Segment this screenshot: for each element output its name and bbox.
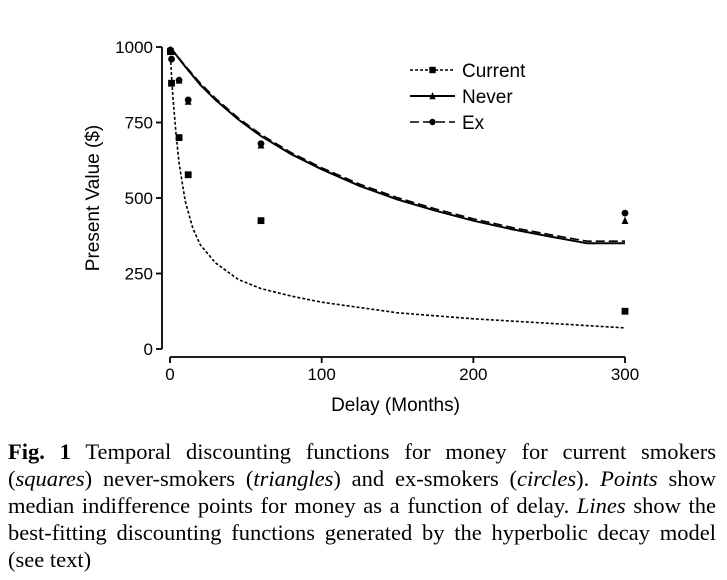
data-point-ex bbox=[257, 140, 265, 148]
data-point-current bbox=[168, 79, 175, 87]
fit-line-never bbox=[169, 46, 625, 245]
y-tick-label: 0 bbox=[144, 340, 153, 359]
axes: 0 250 500 750 1000 0 100 200 300 Delay (Months) Pr… bbox=[83, 38, 639, 416]
caption-triangles: triangles bbox=[253, 466, 334, 491]
legend-marker-ex bbox=[429, 118, 436, 126]
figure-caption: Fig. 1 Temporal discounting functions fo… bbox=[8, 438, 716, 573]
series-ex bbox=[166, 46, 629, 242]
chart: 0 250 500 750 1000 0 100 200 300 Delay (Months) Pr… bbox=[83, 38, 639, 416]
x-axis-label: Delay (Months) bbox=[331, 395, 460, 416]
data-point-current bbox=[175, 134, 183, 141]
y-tick-label: 750 bbox=[125, 114, 153, 133]
y-axis-label: Present Value ($) bbox=[83, 125, 104, 271]
data-point-never bbox=[621, 216, 629, 225]
data-point-ex bbox=[168, 55, 175, 63]
legend-label-ex: Ex bbox=[462, 113, 485, 134]
series-current bbox=[166, 46, 629, 329]
legend-label-never: Never bbox=[462, 87, 513, 108]
series-never bbox=[166, 45, 629, 245]
x-tick-label: 200 bbox=[459, 365, 487, 384]
caption-text: ) never-smokers ( bbox=[84, 466, 254, 491]
x-tick-label: 300 bbox=[611, 365, 639, 384]
caption-text: Temporal discounting functions for money… bbox=[8, 439, 716, 491]
caption-points: Points bbox=[600, 466, 658, 491]
caption-lines: Lines bbox=[576, 493, 626, 518]
y-tick-label: 250 bbox=[125, 265, 153, 284]
data-point-ex bbox=[166, 46, 174, 54]
fit-line-ex bbox=[169, 46, 625, 242]
caption-squares: squares bbox=[15, 466, 85, 491]
caption-text: show median indifference points for mone… bbox=[8, 466, 716, 518]
data-point-ex bbox=[184, 96, 192, 104]
legend-label-current: Current bbox=[462, 61, 526, 82]
caption-text: ) and ex-smokers ( bbox=[333, 466, 518, 491]
y-tick-label: 500 bbox=[125, 189, 153, 208]
data-point-current bbox=[257, 217, 265, 225]
caption-circles: circles bbox=[517, 466, 577, 491]
data-point-current bbox=[184, 171, 192, 179]
x-tick-label: 100 bbox=[307, 365, 335, 384]
y-tick-label: 1000 bbox=[115, 38, 153, 57]
caption-text: show the best-fitting discounting functi… bbox=[8, 493, 716, 572]
data-point-current bbox=[621, 307, 629, 315]
x-tick-label: 0 bbox=[165, 365, 174, 384]
legend: Current Never Ex bbox=[410, 61, 526, 134]
caption-fig-label: Fig. 1 bbox=[8, 439, 71, 464]
data-point-ex bbox=[621, 209, 629, 217]
plot-area bbox=[166, 45, 629, 329]
fit-line-current bbox=[169, 46, 626, 329]
data-point-ex bbox=[175, 76, 183, 84]
legend-marker-current bbox=[429, 66, 436, 74]
caption-text: ). bbox=[576, 466, 601, 491]
legend-marker-never bbox=[429, 92, 436, 100]
